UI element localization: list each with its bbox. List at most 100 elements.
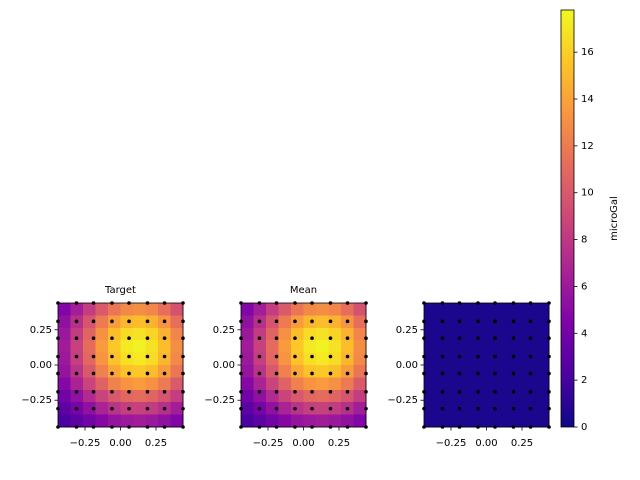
- observation-point: [528, 336, 533, 341]
- field-cell: [303, 315, 317, 329]
- field-cell: [303, 377, 317, 391]
- observation-point: [74, 319, 79, 324]
- observation-point: [457, 389, 462, 394]
- field-cell: [316, 340, 330, 354]
- y-tick-label: 0.25: [396, 325, 418, 336]
- observation-point: [511, 319, 516, 324]
- observation-point: [110, 371, 114, 376]
- observation-point: [476, 319, 480, 324]
- field-cell: [266, 365, 280, 378]
- field-cell: [353, 377, 367, 391]
- observation-point: [310, 336, 314, 341]
- observation-point: [127, 389, 131, 394]
- field-cell: [241, 315, 255, 329]
- field-cell: [108, 303, 122, 316]
- observation-point: [91, 336, 96, 341]
- field-cell: [341, 352, 355, 366]
- field-cell: [316, 352, 330, 366]
- field-cell: [158, 389, 172, 403]
- observation-point: [145, 371, 150, 376]
- field-cell: [170, 402, 184, 416]
- observation-point: [310, 371, 314, 376]
- observation-point: [511, 336, 516, 341]
- field-cell: [133, 365, 147, 378]
- observation-point: [91, 406, 96, 411]
- observation-point: [257, 319, 262, 324]
- observation-point: [310, 354, 314, 359]
- field-cell: [253, 327, 267, 341]
- field-cell: [328, 402, 342, 416]
- plot-area: [241, 303, 367, 428]
- field-cell: [145, 365, 159, 378]
- field-cell: [316, 377, 330, 391]
- field-cell: [303, 352, 317, 366]
- field-cell: [170, 303, 184, 316]
- field-cell: [95, 315, 109, 329]
- field-cell: [328, 352, 342, 366]
- observation-point: [74, 354, 79, 359]
- field-cell: [316, 327, 330, 341]
- observation-point: [328, 371, 333, 376]
- field-cell: [133, 352, 147, 366]
- observation-point: [127, 354, 131, 359]
- observation-point: [274, 406, 279, 411]
- observation-point: [476, 371, 480, 376]
- field-cell: [70, 303, 84, 316]
- field-cell: [241, 340, 255, 354]
- observation-point: [145, 319, 150, 324]
- field-cell: [133, 315, 147, 329]
- colorbar-label: microGal: [609, 196, 620, 241]
- observation-point: [328, 406, 333, 411]
- field-cell: [316, 402, 330, 416]
- field-cell: [58, 352, 72, 366]
- field-cell: [108, 352, 122, 366]
- plot-area: [58, 303, 184, 428]
- observation-point: [528, 354, 533, 359]
- field-cell: [120, 315, 134, 329]
- field-cell: [158, 414, 172, 428]
- observation-point: [511, 371, 516, 376]
- field-cell: [316, 389, 330, 403]
- field-cell: [145, 377, 159, 391]
- observation-point: [145, 336, 150, 341]
- field-cell: [170, 389, 184, 403]
- field-cell: [108, 315, 122, 329]
- field-cell: [133, 327, 147, 341]
- field-cell: [266, 414, 280, 428]
- x-tick-label: 0.25: [145, 438, 167, 449]
- observation-point: [91, 371, 96, 376]
- field-cell: [83, 365, 97, 378]
- field-cell: [83, 315, 97, 329]
- observation-point: [528, 389, 533, 394]
- y-tick-label: 0.00: [213, 360, 235, 371]
- field-cell: [316, 414, 330, 428]
- field-cell: [303, 365, 317, 378]
- field-cell: [353, 327, 367, 341]
- field-cell: [328, 315, 342, 329]
- field-cell: [278, 402, 292, 416]
- field-cell: [424, 303, 550, 428]
- field-cell: [120, 414, 134, 428]
- observation-point: [110, 389, 114, 394]
- field-cell: [341, 303, 355, 316]
- field-cell: [95, 340, 109, 354]
- field-cell: [353, 402, 367, 416]
- field-cell: [158, 377, 172, 391]
- field-cell: [133, 402, 147, 416]
- observation-point: [274, 336, 279, 341]
- observation-point: [74, 336, 79, 341]
- field-cell: [108, 414, 122, 428]
- observation-point: [293, 406, 297, 411]
- field-cell: [303, 327, 317, 341]
- field-cell: [253, 389, 267, 403]
- observation-point: [440, 406, 445, 411]
- field-cell: [145, 414, 159, 428]
- field-cell: [278, 315, 292, 329]
- x-tick-label: 0.00: [475, 438, 497, 449]
- field-cell: [241, 414, 255, 428]
- observation-point: [328, 354, 333, 359]
- field-cell: [278, 340, 292, 354]
- field-cell: [241, 402, 255, 416]
- field-cell: [291, 365, 305, 378]
- observation-point: [457, 406, 462, 411]
